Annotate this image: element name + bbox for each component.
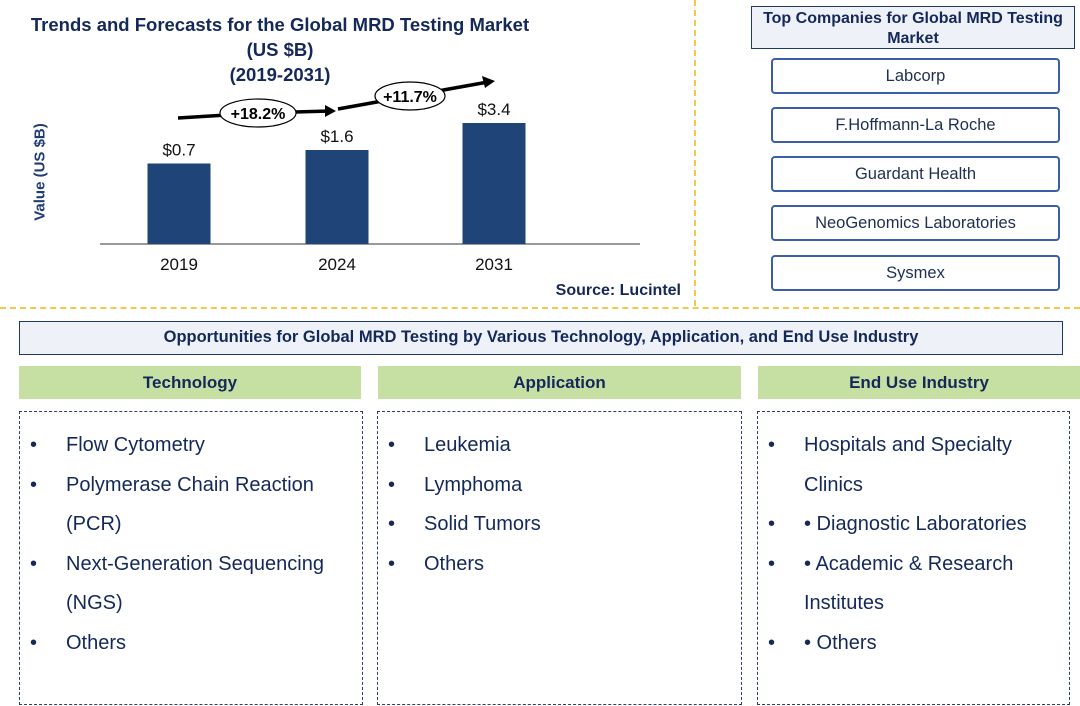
- cagr-label-2: +11.7%: [383, 89, 437, 106]
- list-item-text: Polymerase Chain Reaction (PCR): [66, 473, 314, 536]
- source-label: Source: Lucintel: [555, 282, 681, 299]
- list-item: • • Diagnostic Laboratories: [758, 505, 1069, 545]
- bar-chart: $0.7 2019 $1.6 2024 $3.4 2031 +18.2% +11.7%: [100, 76, 640, 274]
- list-item-text: Flow Cytometry: [66, 434, 205, 456]
- list-item-text: Lymphoma: [424, 473, 523, 496]
- list-item-text: Leukemia: [424, 434, 511, 456]
- bullet-icon: •: [388, 473, 396, 496]
- bullet-icon: •: [388, 513, 396, 535]
- chart-title: Trends and Forecasts for the Global MRD …: [20, 12, 540, 87]
- bullet-icon: •: [768, 631, 776, 654]
- data-label: $3.4: [477, 100, 510, 119]
- list-item: • Lymphoma: [378, 466, 741, 506]
- bullet-icon: •: [388, 552, 396, 575]
- end-use-list-box: • Hospitals and Specialty Clinics • • Diagn…: [757, 411, 1070, 705]
- list-item-text: Next-Generation Sequencing (NGS): [66, 552, 324, 615]
- chart-title-text: Trends and Forecasts for the Global MRD …: [30, 14, 530, 60]
- cagr-label-1: +18.2%: [231, 106, 286, 123]
- technology-list-box: • Flow Cytometry • Polymerase Chain Reactio…: [19, 411, 363, 705]
- list-item: • Leukemia: [378, 426, 741, 466]
- bullet-icon: •: [30, 434, 38, 456]
- list-item: • Others: [20, 624, 362, 664]
- column-header-application: Application: [378, 366, 741, 399]
- bullet-icon: •: [768, 552, 776, 575]
- data-label: $0.7: [162, 141, 195, 160]
- column-header-end-use: End Use Industry: [758, 366, 1080, 399]
- divider-horizontal: [0, 307, 1080, 309]
- company-item: NeoGenomics Laboratories: [771, 205, 1060, 241]
- list-item-text: Hospitals and Specialty Clinics: [804, 434, 1012, 496]
- list-item: • • Academic & Research Institutes: [758, 545, 1069, 624]
- divider-vertical: [694, 0, 696, 306]
- x-tick-label: 2024: [318, 255, 356, 274]
- company-item: Guardant Health: [771, 156, 1060, 192]
- bullet-icon: •: [30, 473, 38, 496]
- x-tick-label: 2019: [160, 255, 198, 274]
- x-tick-label: 2031: [475, 255, 513, 274]
- list-item: • Others: [378, 545, 741, 585]
- bullet-icon: •: [388, 434, 396, 456]
- list-item-text: • Academic & Research Institutes: [804, 552, 1014, 615]
- list-item: • Flow Cytometry: [20, 426, 362, 466]
- bar-2024: [305, 150, 369, 244]
- company-item: F.Hoffmann-La Roche: [771, 107, 1060, 143]
- list-item: • Polymerase Chain Reaction (PCR): [20, 466, 362, 545]
- company-item: Sysmex: [771, 255, 1060, 291]
- bar-2031: [462, 123, 526, 244]
- data-label: $1.6: [320, 127, 353, 146]
- bullet-icon: •: [768, 513, 776, 535]
- column-header-technology: Technology: [19, 366, 361, 399]
- application-list-box: • Leukemia • Lymphoma • Solid Tumors • Others: [377, 411, 742, 705]
- bullet-icon: •: [30, 552, 38, 575]
- top-companies-title: Top Companies for Global MRD Testing Mar…: [751, 6, 1075, 49]
- bullet-icon: •: [30, 631, 38, 654]
- list-item-text: • Others: [804, 631, 877, 654]
- list-item-text: Others: [66, 631, 127, 654]
- bullet-icon: •: [768, 434, 776, 456]
- growth-arrow-1: +18.2%: [177, 98, 336, 128]
- bar-2019: [147, 163, 211, 244]
- list-item-text: • Diagnostic Laboratories: [804, 513, 1027, 535]
- list-item-text: Others: [424, 552, 485, 575]
- list-item: • • Others: [758, 624, 1069, 664]
- list-item: • Next-Generation Sequencing (NGS): [20, 545, 362, 624]
- list-item: • Hospitals and Specialty Clinics: [758, 426, 1069, 505]
- company-item: Labcorp: [771, 58, 1060, 94]
- list-item: • Solid Tumors: [378, 505, 741, 545]
- chart-subtitle: (2019-2031): [229, 64, 331, 85]
- growth-arrow-2: +11.7%: [337, 76, 495, 111]
- opportunities-title: Opportunities for Global MRD Testing by …: [19, 321, 1063, 355]
- list-item-text: Solid Tumors: [424, 513, 541, 535]
